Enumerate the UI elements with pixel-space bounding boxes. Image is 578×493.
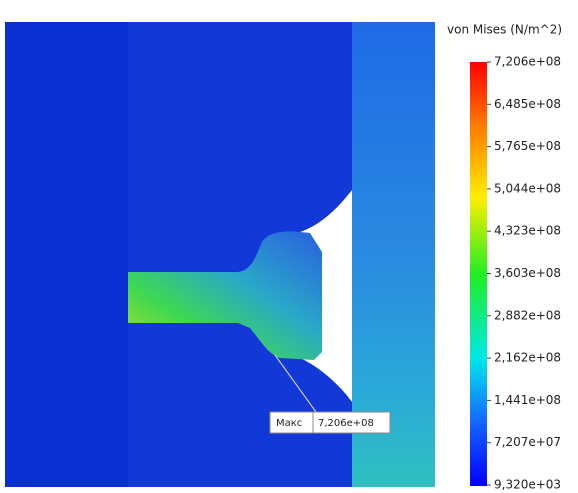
tick-label: 6,485e+08 — [494, 97, 561, 111]
tick-label: 7,206e+08 — [494, 55, 561, 69]
fea-view: Макс 7,206e+08 — [5, 22, 435, 487]
annotation-value: 7,206e+08 — [318, 418, 374, 429]
tick-label: 5,044e+08 — [494, 181, 561, 195]
annotation-label: Макс — [276, 418, 302, 429]
tick-label: 3,603e+08 — [494, 266, 561, 280]
tick-label: 1,441e+08 — [494, 393, 561, 407]
colorbar-ticks: 7,206e+08 6,485e+08 5,765e+08 5,044e+08 4,32… — [487, 55, 561, 492]
legend-title: von Mises (N/m^2) — [447, 23, 562, 37]
region-left — [5, 22, 128, 487]
tick-label: 7,207e+07 — [494, 435, 561, 449]
tick-label: 4,323e+08 — [494, 224, 561, 238]
tick-label: 9,320e+03 — [494, 478, 561, 492]
screen: Макс 7,206e+08 von Mises (N/m^2) 7,206e+… — [0, 0, 578, 493]
tick-label: 2,162e+08 — [494, 351, 561, 365]
tick-label: 5,765e+08 — [494, 139, 561, 153]
colorbar — [470, 62, 487, 486]
tick-label: 2,882e+08 — [494, 308, 561, 322]
